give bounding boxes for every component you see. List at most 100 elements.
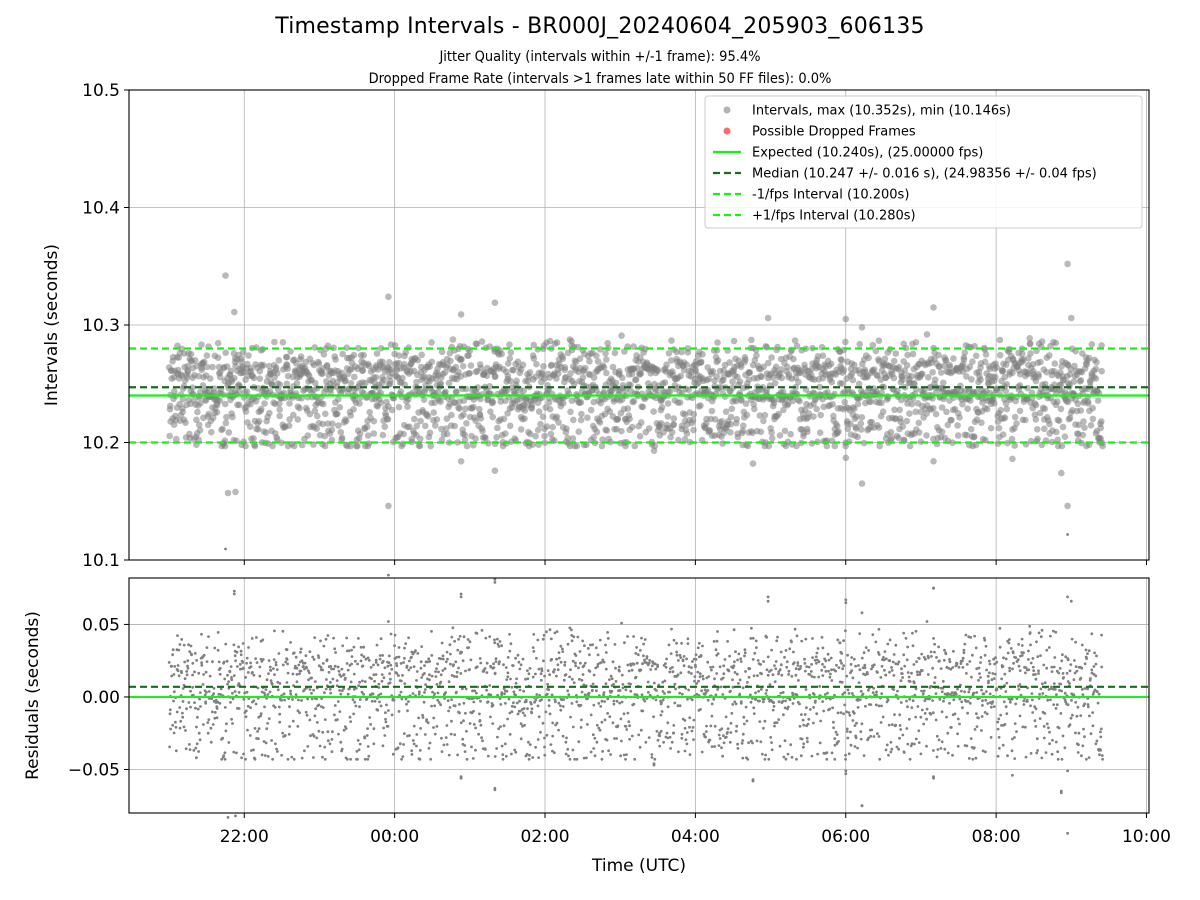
residual-point <box>534 672 537 676</box>
interval-point <box>977 376 984 384</box>
interval-point <box>227 367 235 375</box>
residual-point <box>367 659 371 662</box>
residual-point <box>880 692 884 695</box>
residual-point <box>998 627 1002 630</box>
residual-point <box>447 753 451 757</box>
residual-point <box>401 674 404 677</box>
residual-point <box>185 707 188 711</box>
residual-point <box>568 757 572 761</box>
residual-point <box>857 664 860 667</box>
residual-point <box>796 661 800 665</box>
residual-point <box>207 690 211 693</box>
residual-point <box>171 648 175 652</box>
residual-point <box>746 681 749 684</box>
interval-point <box>360 351 368 359</box>
residual-point <box>255 636 258 639</box>
residual-point <box>908 680 912 683</box>
residual-point <box>203 693 207 697</box>
residual-point <box>988 692 992 696</box>
residual-point <box>630 734 634 738</box>
interval-point <box>943 408 950 416</box>
residual-point <box>410 655 413 659</box>
residual-point <box>640 636 643 640</box>
interval-point <box>257 405 265 413</box>
interval-point <box>664 413 672 420</box>
residual-point <box>738 678 742 682</box>
interval-point <box>225 429 233 436</box>
residual-point <box>659 713 663 717</box>
residual-point <box>752 712 756 715</box>
residual-point <box>182 725 186 729</box>
residual-point <box>643 638 647 641</box>
residual-point <box>561 734 565 738</box>
residual-point <box>676 673 680 677</box>
interval-point <box>713 373 720 380</box>
interval-point <box>734 433 742 441</box>
residual-point <box>574 654 578 657</box>
residual-point <box>281 629 285 633</box>
residual-point <box>410 753 414 756</box>
residual-point <box>276 688 280 692</box>
residual-point <box>305 713 309 717</box>
interval-point <box>663 361 670 369</box>
residual-point <box>205 691 208 694</box>
residual-point <box>213 646 217 650</box>
interval-point <box>876 442 883 450</box>
residual-point <box>468 640 472 644</box>
interval-point <box>334 410 341 418</box>
residual-point <box>214 698 218 702</box>
interval-point <box>666 388 674 395</box>
residual-point <box>826 652 830 656</box>
interval-point <box>417 435 424 443</box>
interval-point <box>925 374 932 381</box>
residual-point <box>380 679 384 683</box>
residual-point <box>381 744 385 748</box>
residual-point <box>739 701 743 705</box>
interval-point <box>600 388 608 396</box>
residual-point <box>423 688 427 691</box>
residual-point <box>655 689 658 692</box>
residual-point <box>654 698 658 702</box>
residual-point <box>789 743 793 747</box>
residual-point <box>458 703 461 706</box>
interval-point <box>603 369 610 377</box>
residual-point <box>346 692 350 696</box>
residual-point <box>805 706 808 710</box>
residual-point <box>308 718 312 722</box>
residual-point <box>492 662 495 666</box>
residual-point <box>717 744 721 747</box>
interval-point <box>223 363 231 370</box>
interval-point <box>286 400 293 407</box>
residual-point <box>671 670 675 674</box>
residual-point <box>527 757 531 761</box>
residual-point <box>891 660 895 664</box>
residual-point <box>827 658 831 662</box>
residual-point <box>678 691 682 695</box>
interval-point <box>251 442 259 450</box>
residual-point <box>790 640 793 644</box>
interval-point <box>261 400 268 407</box>
residual-point <box>763 719 767 723</box>
interval-point <box>636 433 644 440</box>
interval-point <box>292 360 300 367</box>
residual-point <box>223 706 227 709</box>
residual-point <box>172 690 176 694</box>
residual-point <box>980 688 983 692</box>
residual-point <box>860 722 864 726</box>
interval-point <box>463 420 470 427</box>
residual-point <box>968 660 972 663</box>
residual-point <box>382 676 386 680</box>
residual-point <box>168 745 172 749</box>
interval-point <box>266 409 273 417</box>
residual-point <box>564 673 568 676</box>
residual-point <box>863 663 867 667</box>
residual-point <box>575 700 579 704</box>
interval-point <box>778 366 785 373</box>
residual-point <box>555 721 559 725</box>
interval-point <box>262 429 270 437</box>
residual-point <box>964 633 968 637</box>
residual-point <box>986 702 990 705</box>
residual-point <box>1001 665 1005 668</box>
interval-point <box>1089 415 1097 423</box>
residual-point <box>792 661 796 665</box>
